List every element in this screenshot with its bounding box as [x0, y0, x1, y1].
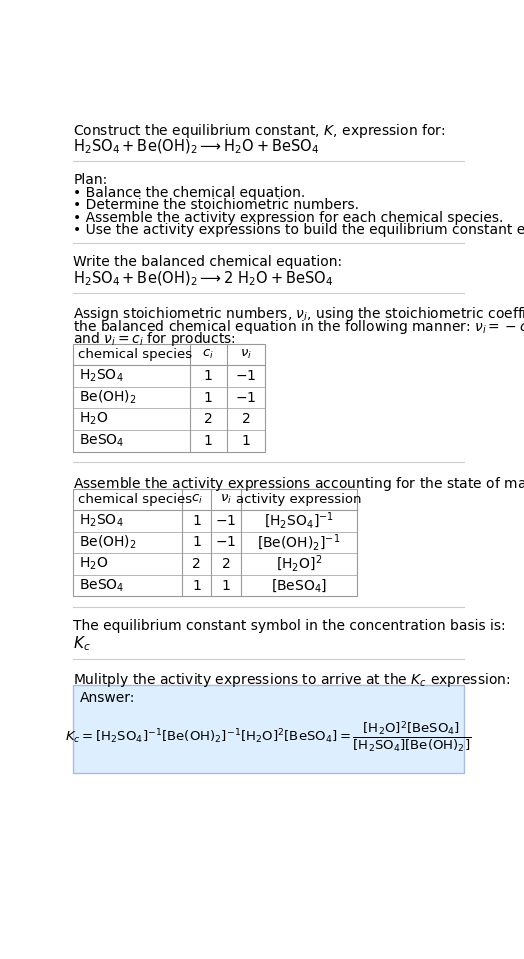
Text: The equilibrium constant symbol in the concentration basis is:: The equilibrium constant symbol in the c… — [73, 620, 506, 634]
Text: • Determine the stoichiometric numbers.: • Determine the stoichiometric numbers. — [73, 199, 359, 212]
Text: $\nu_i$: $\nu_i$ — [220, 493, 232, 505]
Text: $K_c$: $K_c$ — [73, 634, 91, 653]
Text: • Assemble the activity expression for each chemical species.: • Assemble the activity expression for e… — [73, 211, 504, 224]
Text: • Use the activity expressions to build the equilibrium constant expression.: • Use the activity expressions to build … — [73, 222, 524, 237]
Text: $c_i$: $c_i$ — [191, 493, 202, 505]
Text: $-1$: $-1$ — [215, 514, 236, 527]
Text: $-1$: $-1$ — [235, 369, 257, 383]
Text: 1: 1 — [204, 369, 213, 383]
Text: Assign stoichiometric numbers, $\nu_i$, using the stoichiometric coefficients, $: Assign stoichiometric numbers, $\nu_i$, … — [73, 305, 524, 323]
Text: Construct the equilibrium constant, $K$, expression for:: Construct the equilibrium constant, $K$,… — [73, 122, 446, 140]
Text: $K_c = [\mathrm{H_2SO_4}]^{-1} [\mathrm{Be(OH)_2}]^{-1} [\mathrm{H_2O}]^{2} [\ma: $K_c = [\mathrm{H_2SO_4}]^{-1} [\mathrm{… — [66, 719, 472, 755]
Text: the balanced chemical equation in the following manner: $\nu_i = -c_i$ for react: the balanced chemical equation in the fo… — [73, 317, 524, 336]
Text: 1: 1 — [192, 514, 201, 527]
Text: $-1$: $-1$ — [235, 390, 257, 405]
Text: $\mathrm{Be(OH)_2}$: $\mathrm{Be(OH)_2}$ — [80, 389, 137, 407]
Text: $\nu_i$: $\nu_i$ — [240, 348, 252, 362]
Bar — [73, 488, 357, 596]
Text: 1: 1 — [242, 433, 250, 448]
Text: Answer:: Answer: — [80, 691, 135, 705]
Text: $\mathrm{H_2SO_4 + Be(OH)_2 \longrightarrow 2\ H_2O + BeSO_4}$: $\mathrm{H_2SO_4 + Be(OH)_2 \longrightar… — [73, 269, 333, 289]
Text: $[\mathrm{Be(OH)_2}]^{-1}$: $[\mathrm{Be(OH)_2}]^{-1}$ — [257, 532, 341, 552]
Text: and $\nu_i = c_i$ for products:: and $\nu_i = c_i$ for products: — [73, 330, 236, 348]
Text: 1: 1 — [204, 390, 213, 405]
Text: 2: 2 — [242, 412, 250, 426]
Text: $\mathrm{H_2SO_4}$: $\mathrm{H_2SO_4}$ — [80, 368, 124, 385]
Text: $c_i$: $c_i$ — [202, 348, 214, 362]
Text: 2: 2 — [222, 557, 231, 571]
FancyBboxPatch shape — [73, 685, 464, 773]
Text: 2: 2 — [192, 557, 201, 571]
Text: $\mathrm{H_2O}$: $\mathrm{H_2O}$ — [80, 411, 108, 428]
Text: Mulitply the activity expressions to arrive at the $K_c$ expression:: Mulitply the activity expressions to arr… — [73, 671, 511, 689]
Text: $\mathrm{H_2SO_4 + Be(OH)_2 \longrightarrow H_2O + BeSO_4}$: $\mathrm{H_2SO_4 + Be(OH)_2 \longrightar… — [73, 137, 320, 155]
Text: $\mathrm{H_2O}$: $\mathrm{H_2O}$ — [80, 556, 108, 573]
Text: 2: 2 — [204, 412, 212, 426]
Text: $\mathrm{Be(OH)_2}$: $\mathrm{Be(OH)_2}$ — [80, 534, 137, 551]
Text: Assemble the activity expressions accounting for the state of matter and $\nu_i$: Assemble the activity expressions accoun… — [73, 475, 524, 493]
Text: $\mathrm{BeSO_4}$: $\mathrm{BeSO_4}$ — [80, 577, 125, 594]
Text: $[\mathrm{H_2SO_4}]^{-1}$: $[\mathrm{H_2SO_4}]^{-1}$ — [264, 511, 334, 531]
Text: Write the balanced chemical equation:: Write the balanced chemical equation: — [73, 255, 342, 269]
Text: chemical species: chemical species — [78, 493, 192, 505]
Text: chemical species: chemical species — [78, 348, 192, 361]
Text: Plan:: Plan: — [73, 173, 107, 187]
Text: activity expression: activity expression — [236, 493, 362, 505]
Text: $[\mathrm{H_2O}]^{2}$: $[\mathrm{H_2O}]^{2}$ — [276, 553, 322, 574]
Text: 1: 1 — [204, 433, 213, 448]
Text: $-1$: $-1$ — [215, 535, 236, 550]
Text: $\mathrm{BeSO_4}$: $\mathrm{BeSO_4}$ — [80, 433, 125, 449]
Text: $[\mathrm{BeSO_4}]$: $[\mathrm{BeSO_4}]$ — [271, 577, 327, 594]
Text: • Balance the chemical equation.: • Balance the chemical equation. — [73, 186, 305, 199]
Text: 1: 1 — [192, 535, 201, 550]
Text: 1: 1 — [222, 578, 231, 593]
Text: $\mathrm{H_2SO_4}$: $\mathrm{H_2SO_4}$ — [80, 513, 124, 529]
Bar — [73, 343, 266, 452]
Text: 1: 1 — [192, 578, 201, 593]
